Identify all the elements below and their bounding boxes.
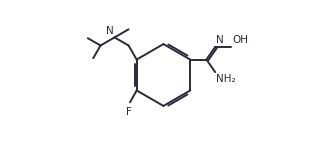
- Text: N: N: [216, 35, 224, 45]
- Text: F: F: [126, 107, 132, 117]
- Text: NH₂: NH₂: [216, 74, 236, 84]
- Text: OH: OH: [232, 35, 248, 45]
- Text: N: N: [106, 26, 114, 36]
